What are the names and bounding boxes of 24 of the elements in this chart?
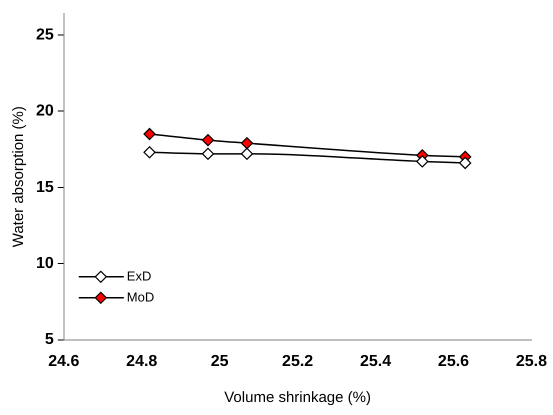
y-tick-label: 15 [36,178,54,196]
y-tick-label: 10 [36,254,54,272]
y-tick-label: 5 [44,331,54,348]
x-tick-label: 25.4 [360,352,392,370]
point [143,146,156,158]
point [416,155,428,168]
point [459,156,472,170]
point [240,148,254,160]
point [240,137,254,150]
y-axis-title: Water absorption (%) [10,106,28,248]
x-axis-title: Volume shrinkage (%) [224,389,371,406]
point [202,134,214,146]
y-tick-label: 25 [36,26,54,44]
x-tick-label: 25.6 [438,352,470,370]
x-tick-label: 25 [210,352,229,370]
point [143,128,156,140]
y-tick-label: 20 [36,102,54,120]
point [202,148,214,160]
legend-label: MoD [126,289,154,304]
x-tick-label: 24.8 [126,352,158,370]
x-tick-label: 25.8 [516,352,548,370]
x-tick-label: 25.2 [282,352,314,370]
legend-label: ExD [126,268,152,284]
x-tick-label: 24.6 [48,352,80,370]
